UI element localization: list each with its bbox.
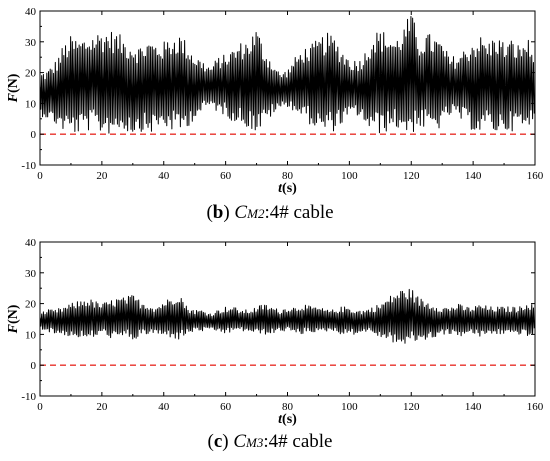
x-tick-label: 140	[465, 401, 482, 413]
caption-text: :4# cable	[263, 431, 332, 452]
y-axis-label: F(N)	[6, 304, 21, 334]
caption-text: :4# cable	[264, 202, 333, 223]
y-tick-label: 30	[25, 37, 37, 49]
x-tick-label: 140	[465, 170, 482, 182]
x-axis-label: t(s)	[278, 412, 297, 427]
y-tick-label: -10	[21, 391, 36, 403]
x-tick-label: 60	[220, 170, 232, 182]
y-tick-label: 0	[31, 360, 37, 372]
y-axis-unit: (N)	[6, 73, 21, 93]
panel-caption: (c) CM3:4# cable	[208, 431, 333, 452]
x-axis-variable: t	[278, 181, 283, 196]
x-tick-label: 80	[282, 170, 294, 182]
y-axis-label: F(N)	[6, 73, 21, 103]
y-tick-label: 30	[25, 268, 37, 280]
x-tick-label: 60	[220, 401, 232, 413]
caption-open-paren: (	[208, 431, 214, 452]
x-tick-label: 80	[282, 401, 294, 413]
x-axis-label: t(s)	[278, 181, 297, 196]
y-axis-variable: F	[6, 323, 21, 334]
chart-panel-c: 0 20 40 60 80 100 120 140 160-10010203040t(s)F(N…	[6, 237, 544, 452]
x-axis-unit: (s)	[282, 412, 297, 427]
y-tick-label: 40	[25, 6, 37, 18]
x-axis-variable: t	[278, 412, 283, 427]
panel-caption: (b) CM2:4# cable	[206, 202, 333, 223]
caption-subscript: M3	[245, 435, 264, 450]
caption-letter: b	[213, 202, 224, 223]
y-tick-label: 10	[25, 98, 37, 110]
x-tick-label: 120	[403, 401, 420, 413]
x-tick-label: 40	[158, 401, 170, 413]
y-axis-variable: F	[6, 92, 21, 103]
caption-letter: c	[214, 431, 222, 452]
caption-close-paren: )	[222, 431, 228, 452]
caption-open-paren: (	[206, 202, 212, 223]
y-tick-label: 20	[25, 299, 37, 311]
force-series-line	[39, 16, 535, 134]
x-tick-label: 20	[96, 401, 108, 413]
caption-symbol: C	[233, 431, 246, 452]
force-series-line	[39, 288, 535, 344]
x-tick-label: 0	[37, 170, 43, 182]
x-tick-label: 20	[96, 170, 108, 182]
y-tick-label: 40	[25, 237, 37, 249]
x-axis-unit: (s)	[282, 181, 297, 196]
x-tick-label: 160	[527, 401, 544, 413]
x-tick-label: 40	[158, 170, 170, 182]
y-tick-label: 0	[31, 129, 37, 141]
y-tick-label: 20	[25, 68, 37, 80]
x-tick-label: 100	[341, 170, 358, 182]
y-tick-label: -10	[21, 160, 36, 172]
x-tick-label: 0	[37, 401, 43, 413]
caption-subscript: M2	[246, 206, 265, 221]
x-tick-label: 160	[527, 170, 544, 182]
chart-panel-b: 0 20 40 60 80 100 120 140 160-10010203040t(s)F(N…	[6, 6, 544, 223]
x-tick-label: 100	[341, 401, 358, 413]
x-tick-label: 120	[403, 170, 420, 182]
y-axis-unit: (N)	[6, 304, 21, 324]
y-tick-label: 10	[25, 329, 37, 341]
caption-symbol: C	[234, 202, 247, 223]
caption-close-paren: )	[223, 202, 229, 223]
